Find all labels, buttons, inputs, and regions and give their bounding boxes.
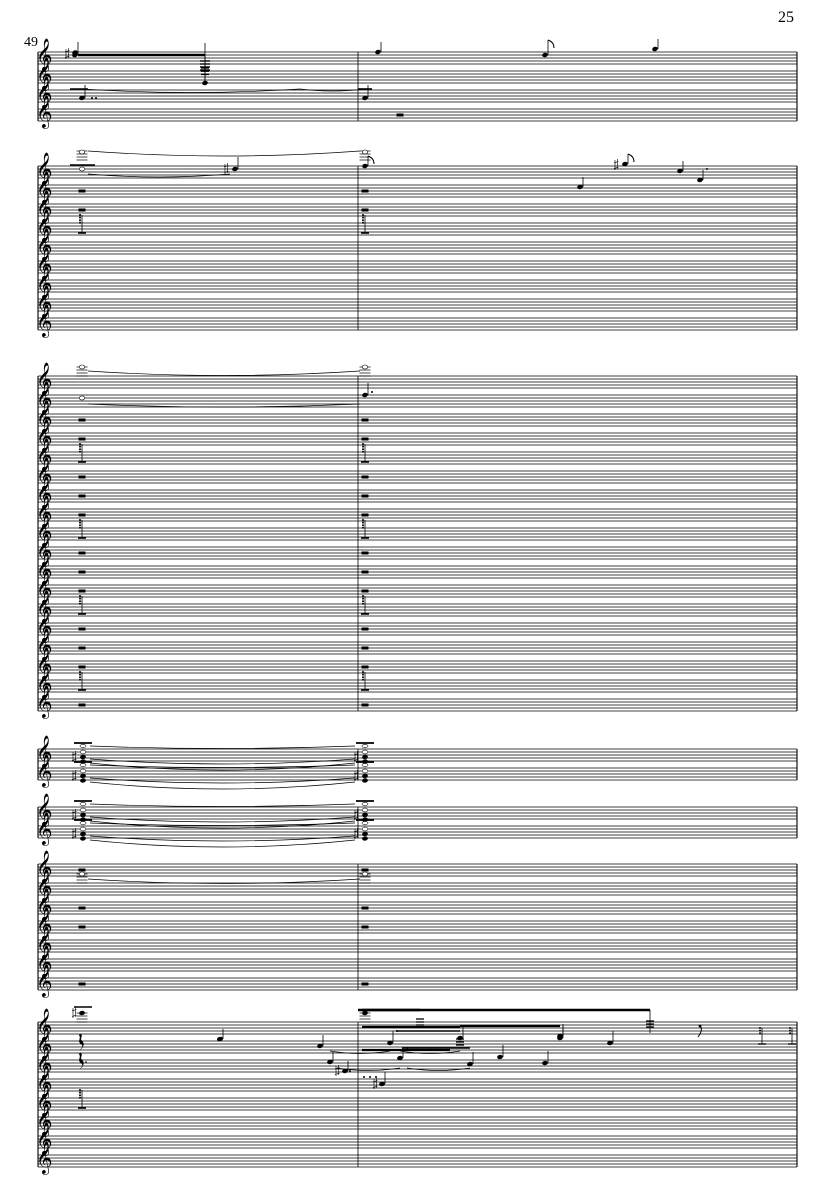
svg-text:𝄞: 𝄞: [36, 686, 53, 719]
svg-text:𝄞: 𝄞: [36, 813, 53, 846]
svg-text:𝄞: 𝄞: [36, 305, 53, 338]
svg-text:𝄞: 𝄞: [36, 96, 53, 129]
svg-text:𝄞: 𝄞: [36, 965, 53, 998]
svg-text:𝄞: 𝄞: [36, 1142, 53, 1175]
svg-text:𝄞: 𝄞: [36, 755, 53, 788]
svg-text:25: 25: [778, 9, 794, 26]
